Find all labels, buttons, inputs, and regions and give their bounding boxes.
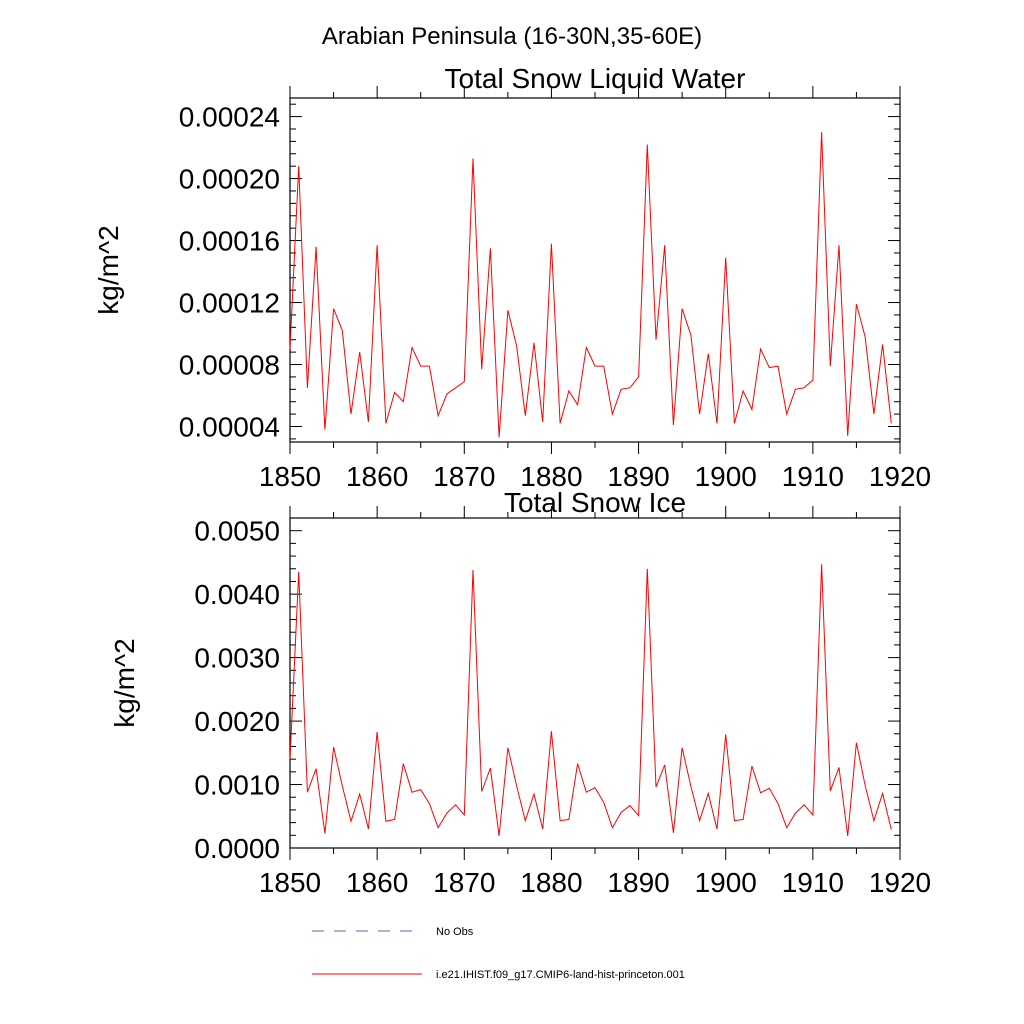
x-tick-label: 1860 bbox=[346, 461, 408, 492]
x-tick-label: 1870 bbox=[433, 867, 495, 898]
y-tick-label: 0.0020 bbox=[194, 706, 280, 737]
y-tick-label: 0.00012 bbox=[179, 288, 280, 319]
legend-label-model-run: i.e21.IHIST.f09_g17.CMIP6-land-hist-prin… bbox=[436, 969, 685, 981]
y-axis-label: kg/m^2 bbox=[93, 225, 124, 314]
y-tick-label: 0.00024 bbox=[179, 102, 280, 133]
y-axis-label: kg/m^2 bbox=[109, 638, 140, 727]
x-tick-label: 1880 bbox=[520, 461, 582, 492]
plot-frame bbox=[289, 517, 901, 849]
legend-label-no-obs: No Obs bbox=[436, 926, 474, 938]
legend: No Obs i.e21.IHIST.f09_g17.CMIP6-land-hi… bbox=[312, 926, 685, 981]
y-tick-label: 0.0030 bbox=[194, 643, 280, 674]
series-line-0 bbox=[289, 132, 892, 438]
y-tick-label: 0.00016 bbox=[179, 226, 280, 257]
x-tick-label: 1920 bbox=[869, 867, 931, 898]
series-line-0 bbox=[289, 564, 892, 836]
y-tick-label: 0.0040 bbox=[194, 579, 280, 610]
x-tick-label: 1900 bbox=[695, 461, 757, 492]
y-tick-label: 0.0000 bbox=[194, 833, 280, 864]
x-tick-label: 1850 bbox=[259, 461, 321, 492]
x-tick-label: 1850 bbox=[259, 867, 321, 898]
plot-frame bbox=[289, 97, 901, 443]
x-tick-label: 1910 bbox=[782, 461, 844, 492]
y-tick-label: 0.0010 bbox=[194, 770, 280, 801]
x-tick-label: 1910 bbox=[782, 867, 844, 898]
panel-title: Total Snow Liquid Water bbox=[445, 63, 746, 94]
x-tick-label: 1890 bbox=[607, 867, 669, 898]
y-tick-label: 0.0050 bbox=[194, 516, 280, 547]
x-tick-label: 1920 bbox=[869, 461, 931, 492]
figure-title: Arabian Peninsula (16-30N,35-60E) bbox=[322, 23, 702, 50]
panel-total-snow-liquid-water: Total Snow Liquid Water kg/m^2 1850 1860 187… bbox=[93, 63, 931, 492]
x-tick-label: 1880 bbox=[520, 867, 582, 898]
x-tick-label: 1900 bbox=[695, 867, 757, 898]
x-tick-label: 1890 bbox=[607, 461, 669, 492]
x-tick-label: 1860 bbox=[346, 867, 408, 898]
y-tick-label: 0.00004 bbox=[179, 412, 280, 443]
y-tick-label: 0.00008 bbox=[179, 350, 280, 381]
x-tick-label: 1870 bbox=[433, 461, 495, 492]
y-tick-label: 0.00020 bbox=[179, 164, 280, 195]
